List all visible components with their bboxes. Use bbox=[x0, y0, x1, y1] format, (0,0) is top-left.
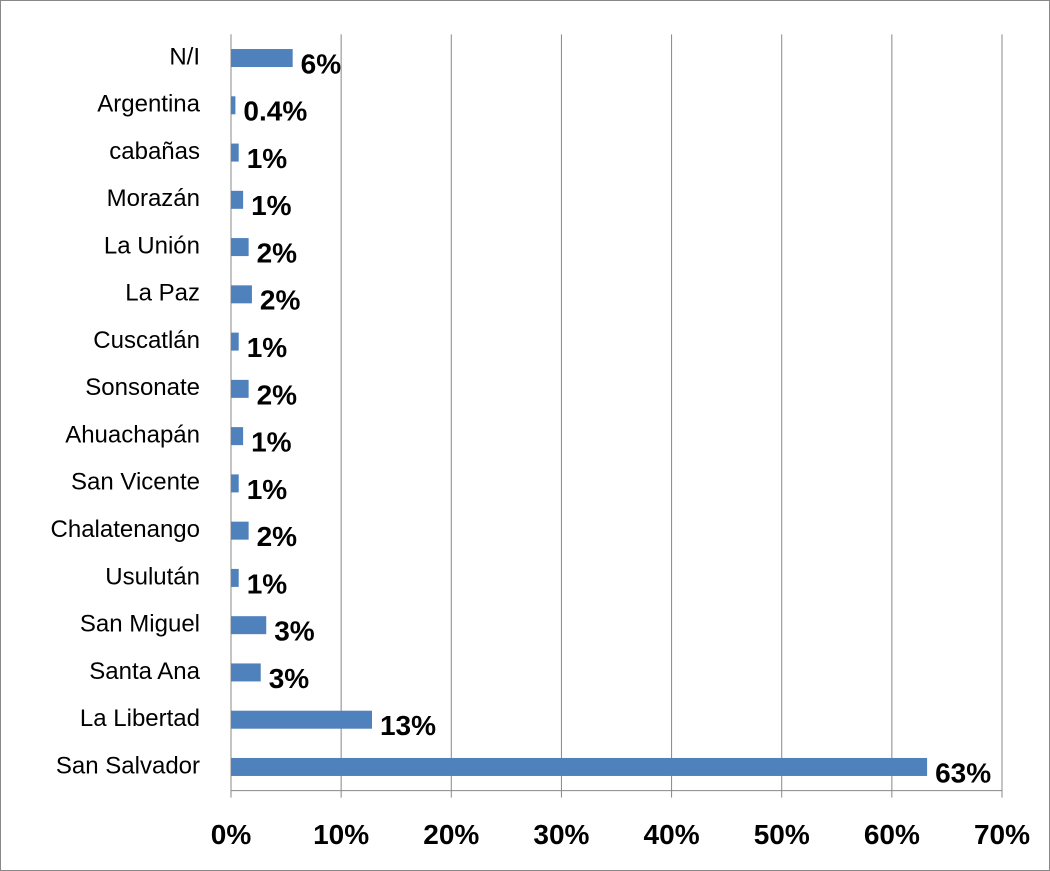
bar bbox=[231, 427, 244, 446]
x-tick-label: 50% bbox=[754, 819, 810, 850]
y-tick-label: Usulután bbox=[105, 563, 200, 590]
x-tick-label: 0% bbox=[211, 819, 252, 850]
y-tick-label: N/I bbox=[169, 43, 200, 70]
x-tick-label: 20% bbox=[423, 819, 479, 850]
x-tick-label: 40% bbox=[644, 819, 700, 850]
bar bbox=[231, 96, 236, 115]
data-label: 0.4% bbox=[243, 96, 307, 127]
bar bbox=[231, 238, 249, 257]
x-tick-label: 70% bbox=[974, 819, 1030, 850]
bar bbox=[231, 474, 239, 493]
bar bbox=[231, 285, 252, 304]
bar bbox=[231, 521, 249, 540]
data-label: 2% bbox=[257, 521, 298, 552]
data-label: 2% bbox=[257, 379, 298, 410]
data-label: 1% bbox=[247, 332, 288, 363]
bar bbox=[231, 332, 239, 351]
x-tick-label: 30% bbox=[533, 819, 589, 850]
y-tick-label: San Miguel bbox=[80, 611, 200, 638]
y-tick-label: La Unión bbox=[104, 232, 200, 259]
y-tick-label: Cuscatlán bbox=[93, 327, 200, 354]
data-label: 3% bbox=[269, 663, 310, 694]
x-tick-label: 60% bbox=[864, 819, 920, 850]
data-label: 1% bbox=[247, 474, 288, 505]
bar bbox=[231, 49, 293, 68]
y-tick-label: La Libertad bbox=[80, 705, 200, 732]
y-tick-label: cabañas bbox=[109, 138, 200, 165]
data-label: 1% bbox=[247, 143, 288, 174]
bar bbox=[231, 663, 261, 682]
bar bbox=[231, 710, 372, 729]
y-tick-label: Sonsonate bbox=[85, 374, 200, 401]
y-tick-label: San Vicente bbox=[71, 469, 200, 496]
bar bbox=[231, 568, 239, 587]
data-label: 1% bbox=[251, 427, 292, 458]
data-label: 2% bbox=[257, 237, 298, 268]
data-label: 1% bbox=[251, 190, 292, 221]
data-label: 3% bbox=[274, 616, 315, 647]
y-tick-label: Chalatenango bbox=[51, 516, 200, 543]
y-tick-label: Argentina bbox=[97, 91, 200, 118]
y-tick-label: La Paz bbox=[125, 280, 200, 307]
bar bbox=[231, 190, 244, 209]
bar bbox=[231, 143, 239, 162]
y-tick-label: San Salvador bbox=[56, 752, 200, 779]
bar bbox=[231, 379, 249, 398]
data-label: 13% bbox=[380, 710, 436, 741]
x-tick-label: 10% bbox=[313, 819, 369, 850]
data-label: 6% bbox=[301, 48, 342, 79]
bar bbox=[231, 616, 267, 635]
y-tick-label: Santa Ana bbox=[89, 658, 200, 685]
data-label: 1% bbox=[247, 568, 288, 599]
data-label: 2% bbox=[260, 285, 301, 316]
y-tick-label: Morazán bbox=[107, 185, 200, 212]
bar bbox=[231, 757, 928, 776]
data-label: 63% bbox=[935, 757, 991, 788]
y-tick-label: Ahuachapán bbox=[65, 421, 200, 448]
